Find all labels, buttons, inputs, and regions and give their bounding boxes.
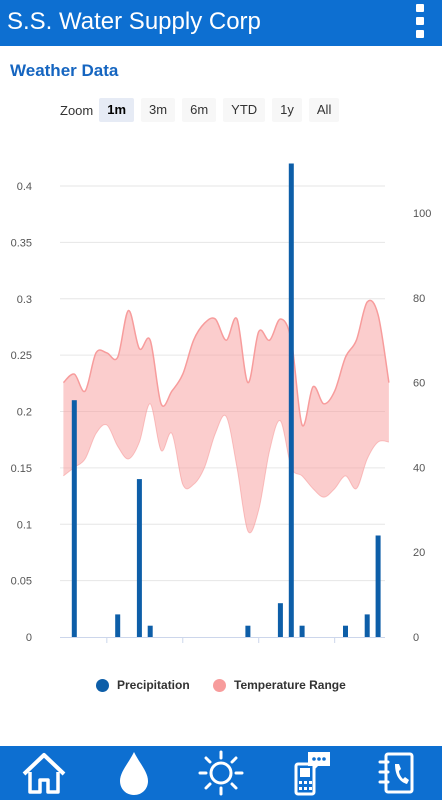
zoom-1y-button[interactable]: 1y: [272, 98, 302, 122]
precipitation-bar: [288, 163, 294, 637]
temperature-high-line: [62, 299, 390, 427]
precipitation-bar: [115, 614, 121, 637]
temperature-range-area: [63, 300, 389, 533]
sun-icon: [198, 750, 244, 796]
zoom-all-button[interactable]: All: [308, 98, 340, 122]
zoom-6m-button[interactable]: 6m: [182, 98, 217, 122]
y-left-tick-label: 0.2: [17, 407, 32, 419]
zoom-1m-button[interactable]: 1m: [99, 98, 135, 122]
precipitation-bar: [277, 603, 283, 637]
y-right-tick-label: 20: [413, 547, 425, 559]
nav-home-button[interactable]: [20, 750, 68, 796]
precipitation-bar: [245, 625, 251, 637]
x-tick-label: 27. Jan: [89, 649, 125, 650]
y-left-tick-label: 0.3: [17, 294, 32, 306]
water-drop-icon: [120, 752, 148, 795]
bottom-navigation: [0, 746, 442, 800]
precipitation-bar: [136, 479, 142, 637]
legend-label-precipitation: Precipitation: [117, 678, 190, 692]
nav-message-button[interactable]: [288, 750, 336, 796]
y-left-tick-label: 0.25: [11, 350, 32, 362]
legend-item-precipitation[interactable]: Precipitation: [96, 678, 190, 692]
y-left-tick-label: 0.15: [11, 463, 32, 475]
y-right-tick-label: 80: [413, 293, 425, 305]
y-left-tick-label: 0: [26, 632, 32, 644]
menu-dot-icon: [416, 30, 424, 38]
phone-message-icon: [294, 752, 330, 796]
y-right-tick-label: 0: [413, 632, 419, 644]
menu-dot-icon: [416, 17, 424, 25]
app-bar: S.S. Water Supply Corp: [0, 0, 442, 46]
temperature-low-line: [63, 403, 389, 534]
nav-water-button[interactable]: [110, 750, 158, 796]
nav-contact-button[interactable]: [374, 750, 422, 796]
precipitation-bar: [71, 400, 77, 637]
nav-weather-button[interactable]: [197, 750, 245, 796]
y-right-tick-label: 40: [413, 462, 425, 474]
x-tick-label: 10. Feb: [240, 649, 277, 650]
legend-label-temperature: Temperature Range: [234, 678, 346, 692]
y-right-tick-label: 100: [413, 208, 431, 220]
section-title: Weather Data: [10, 61, 119, 80]
precipitation-legend-dot: [96, 678, 109, 692]
y-left-tick-label: 0.05: [11, 576, 32, 588]
precipitation-bar: [364, 614, 370, 637]
precipitation-bar: [343, 625, 348, 637]
x-tick-label: 3. Feb: [167, 649, 198, 650]
precipitation-bar: [375, 535, 381, 637]
app-title: S.S. Water Supply Corp: [7, 8, 261, 35]
zoom-3m-button[interactable]: 3m: [141, 98, 176, 122]
contact-book-icon: [378, 752, 414, 794]
zoom-ytd-button[interactable]: YTD: [223, 98, 266, 122]
zoom-selector: Zoom 1m 3m 6m YTD 1y All: [60, 98, 346, 122]
legend-item-temperature[interactable]: Temperature Range: [213, 678, 346, 692]
y-right-tick-label: 60: [413, 378, 425, 390]
x-tick-label: 17. Feb: [316, 649, 353, 650]
precipitation-bar: [299, 625, 305, 637]
weather-chart: 0 0.05 0.1 0.15 0.2 0.25 0.3 0.35 0.4 0 20 40 60 80 10…: [11, 163, 431, 650]
precipitation-bar: [147, 625, 153, 637]
overflow-menu-button[interactable]: [412, 4, 428, 40]
y-left-tick-label: 0.35: [11, 237, 32, 249]
y-left-tick-label: 0.1: [17, 519, 32, 531]
menu-dot-icon: [416, 4, 424, 12]
y-left-tick-label: 0.4: [17, 181, 32, 193]
home-icon: [22, 753, 66, 794]
temperature-legend-dot: [213, 678, 226, 692]
chart-legend: Precipitation Temperature Range: [0, 678, 442, 698]
zoom-label: Zoom: [60, 102, 94, 118]
